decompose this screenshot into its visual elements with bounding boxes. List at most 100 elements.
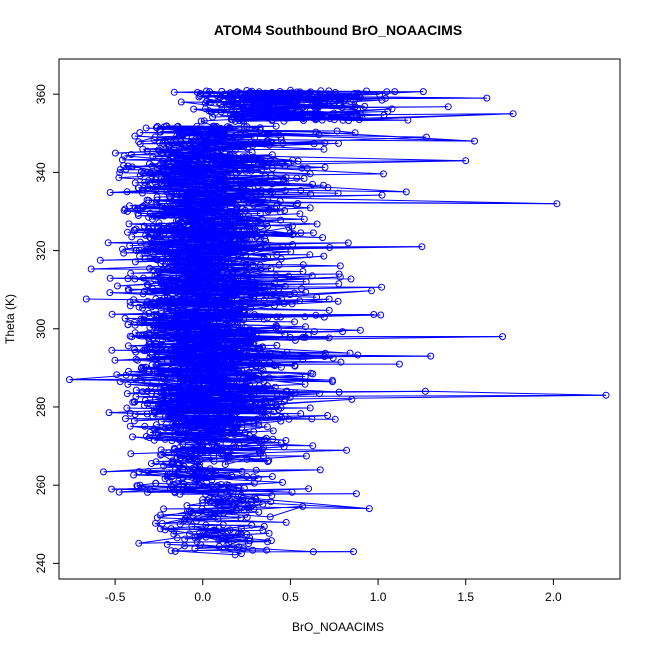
data-point	[212, 367, 220, 375]
data-point	[238, 397, 246, 405]
data-point	[124, 321, 132, 329]
data-point	[233, 332, 241, 340]
data-point	[140, 346, 148, 354]
data-point	[218, 399, 226, 407]
data-point	[243, 123, 251, 131]
data-point	[205, 495, 213, 503]
data-point	[260, 405, 268, 413]
data-point	[247, 338, 255, 346]
y-tick-label: 360	[34, 84, 48, 104]
data-point	[163, 293, 171, 301]
data-point	[330, 109, 338, 117]
data-point	[199, 473, 207, 481]
data-point	[298, 285, 306, 293]
data-point	[313, 94, 320, 102]
data-point	[211, 500, 219, 507]
data-point	[282, 174, 290, 181]
data-point	[251, 134, 258, 142]
data-point	[288, 222, 296, 230]
data-point	[272, 324, 280, 332]
data-point	[144, 184, 152, 191]
data-point	[192, 270, 200, 278]
data-point	[264, 538, 271, 546]
data-point	[163, 307, 171, 315]
data-point	[285, 223, 293, 231]
data-point	[279, 139, 287, 147]
x-tick-label: 0.0	[194, 590, 211, 604]
data-point	[120, 249, 128, 257]
data-point	[153, 193, 161, 201]
data-point	[271, 383, 279, 391]
data-point	[132, 246, 140, 254]
data-point	[200, 274, 208, 282]
data-point	[275, 114, 283, 122]
data-point	[287, 248, 295, 256]
data-point	[181, 542, 189, 550]
data-point	[192, 146, 200, 154]
data-point	[298, 164, 306, 172]
data-point	[131, 329, 139, 337]
data-point	[175, 436, 183, 444]
data-point	[173, 217, 181, 225]
data-point	[271, 362, 279, 370]
data-point	[235, 113, 243, 120]
data-point	[309, 100, 317, 108]
data-point	[184, 260, 192, 267]
data-point	[254, 475, 262, 483]
data-point	[189, 465, 196, 472]
data-point	[206, 424, 214, 432]
data-point	[169, 164, 177, 172]
data-point	[278, 413, 286, 421]
data-point	[170, 148, 177, 156]
y-tick-label: 320	[34, 240, 48, 260]
data-point	[255, 508, 263, 516]
data-point	[285, 94, 293, 102]
data-point	[250, 153, 258, 161]
data-point	[312, 311, 320, 319]
data-point	[181, 397, 189, 404]
data-point	[226, 160, 234, 168]
data-point	[238, 283, 246, 291]
data-point	[210, 277, 218, 284]
data-point	[216, 91, 224, 99]
data-point	[173, 485, 181, 493]
data-point	[165, 309, 173, 317]
data-point	[147, 460, 155, 467]
data-point	[204, 126, 212, 134]
data-point	[173, 300, 181, 308]
data-point	[181, 282, 189, 289]
data-point	[276, 88, 284, 95]
data-point	[132, 355, 140, 363]
data-point	[174, 285, 181, 293]
data-point	[250, 428, 258, 436]
data-point	[229, 90, 237, 98]
data-point	[193, 223, 201, 231]
data-point	[168, 266, 176, 274]
data-point	[176, 228, 184, 235]
data-point	[263, 314, 271, 322]
data-point	[233, 202, 241, 210]
data-point	[142, 363, 150, 371]
data-point	[300, 215, 308, 223]
data-point	[217, 450, 225, 458]
data-point	[241, 429, 249, 437]
data-point	[149, 285, 157, 293]
data-point	[276, 197, 284, 205]
data-point	[256, 266, 264, 273]
data-point	[252, 362, 260, 370]
data-point	[363, 87, 370, 95]
data-point	[191, 312, 199, 320]
data-point	[260, 315, 268, 323]
data-point	[187, 392, 195, 400]
data-point	[351, 103, 359, 111]
data-point	[444, 103, 452, 111]
data-point	[343, 113, 351, 121]
data-point	[279, 478, 286, 486]
data-point	[224, 536, 232, 544]
data-point	[176, 291, 184, 299]
data-point	[207, 241, 215, 249]
data-point	[224, 341, 232, 349]
data-point	[268, 473, 276, 480]
data-point	[150, 408, 158, 416]
data-point	[249, 345, 257, 352]
